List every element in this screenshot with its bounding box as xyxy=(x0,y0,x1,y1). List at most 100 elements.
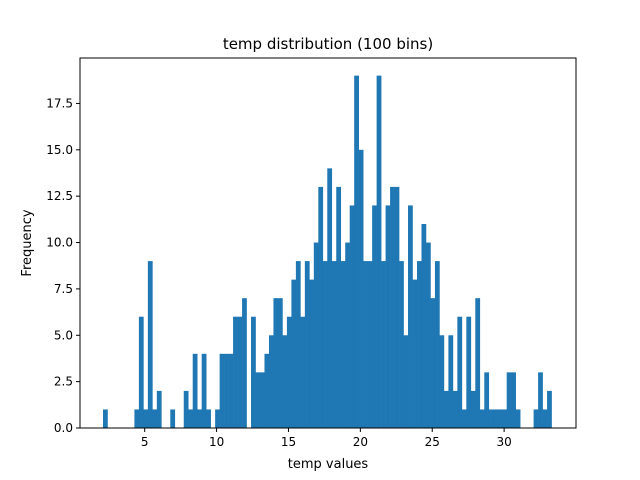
histogram-bar xyxy=(170,409,176,428)
histogram-bar xyxy=(260,372,265,428)
histogram-bar xyxy=(219,353,225,428)
y-tick-label: 15.0 xyxy=(46,143,73,157)
histogram-bar xyxy=(251,316,256,428)
y-tick-label: 12.5 xyxy=(46,189,73,203)
histogram-bar xyxy=(322,261,328,428)
histogram-bar xyxy=(313,242,319,428)
histogram-bar xyxy=(143,409,149,428)
histogram-bar xyxy=(354,75,359,429)
histogram-bar xyxy=(291,279,297,428)
y-tick-label: 10.0 xyxy=(46,236,73,250)
histogram-bar xyxy=(233,316,238,428)
histogram-bar xyxy=(542,409,548,428)
histogram-bar xyxy=(268,335,274,428)
histogram-bar xyxy=(363,261,368,428)
histogram-bar xyxy=(381,261,386,428)
histogram-bar xyxy=(327,168,333,428)
histogram-bar xyxy=(547,390,552,428)
y-tick-label: 17.5 xyxy=(46,96,73,110)
histogram-bar xyxy=(228,353,234,428)
histogram-bar xyxy=(206,409,211,428)
histogram-bar xyxy=(484,372,490,428)
histogram-bar xyxy=(538,372,543,428)
histogram-bar xyxy=(421,223,427,428)
histogram-bar xyxy=(390,186,395,428)
y-tick-label: 5.0 xyxy=(54,328,73,342)
histogram-bar xyxy=(425,242,431,428)
histogram-bar xyxy=(255,372,261,428)
histogram-bar xyxy=(475,298,481,428)
x-tick-label: 20 xyxy=(353,435,368,449)
histogram-bar xyxy=(134,409,140,428)
histogram-bar xyxy=(430,298,436,428)
histogram-bar xyxy=(408,205,413,428)
histogram-bar xyxy=(197,409,202,428)
histogram-bar xyxy=(237,316,243,428)
histogram-bar xyxy=(511,372,516,428)
chart-title: temp distribution (100 bins) xyxy=(223,35,433,53)
histogram-bar xyxy=(412,279,418,428)
histogram-bar xyxy=(416,261,422,428)
histogram-bar xyxy=(264,353,270,428)
histogram-bar xyxy=(515,409,521,428)
y-tick-label: 7.5 xyxy=(54,282,73,296)
histogram-bar xyxy=(372,205,377,428)
histogram-bar xyxy=(470,390,476,428)
histogram-bar xyxy=(309,279,315,428)
histogram-bar xyxy=(502,409,508,428)
y-axis-label: Frequency xyxy=(20,209,35,276)
histogram-bar xyxy=(533,409,539,428)
histogram-bar xyxy=(215,409,220,428)
histogram-bar xyxy=(349,205,355,428)
histogram-bar xyxy=(277,298,283,428)
histogram-bar xyxy=(201,353,207,428)
histogram-bar xyxy=(461,409,467,428)
y-axis-ticks: 0.0 2.5 5.0 7.5 10.0 12.5 15.0 17.5 xyxy=(46,96,80,435)
histogram-bar xyxy=(242,298,247,428)
histogram-bar xyxy=(300,316,306,428)
histogram-bar xyxy=(224,353,229,428)
x-tick-label: 15 xyxy=(281,435,296,449)
histogram-bar xyxy=(394,186,400,428)
histogram-bar xyxy=(340,261,346,428)
histogram-bar xyxy=(304,261,310,428)
histogram-bar xyxy=(336,186,342,428)
bars-group xyxy=(103,75,552,429)
x-tick-label: 10 xyxy=(209,435,224,449)
histogram-bar xyxy=(452,390,458,428)
histogram-bar xyxy=(273,298,279,428)
x-tick-label: 25 xyxy=(425,435,440,449)
histogram-bar xyxy=(488,409,494,428)
histogram-bar xyxy=(385,205,391,428)
histogram-bar xyxy=(479,409,485,428)
histogram-bar xyxy=(152,409,158,428)
histogram-bar xyxy=(434,261,440,428)
histogram-bar xyxy=(399,261,404,428)
histogram-bar xyxy=(439,335,445,428)
x-axis-label: temp values xyxy=(288,457,369,472)
histogram-bar xyxy=(192,353,198,428)
histogram-bar xyxy=(331,261,337,428)
histogram-bar xyxy=(188,409,194,428)
histogram-bar xyxy=(376,75,382,429)
histogram-bar xyxy=(403,335,409,428)
histogram-bar xyxy=(506,372,512,428)
histogram-bar xyxy=(497,409,503,428)
histogram-bar xyxy=(466,316,472,428)
histogram-bar xyxy=(358,149,364,429)
x-tick-label: 30 xyxy=(496,435,511,449)
histogram-bar xyxy=(156,390,162,428)
histogram-bar xyxy=(443,390,449,428)
x-tick-label: 5 xyxy=(141,435,149,449)
histogram-bar xyxy=(318,186,324,428)
histogram-bar xyxy=(367,261,373,428)
y-tick-label: 2.5 xyxy=(54,375,73,389)
histogram-bar xyxy=(138,316,144,428)
y-tick-label: 0.0 xyxy=(54,421,73,435)
histogram-bar xyxy=(147,261,153,428)
histogram-bar xyxy=(295,261,301,428)
histogram-bar xyxy=(448,335,454,428)
histogram-bar xyxy=(345,242,351,428)
